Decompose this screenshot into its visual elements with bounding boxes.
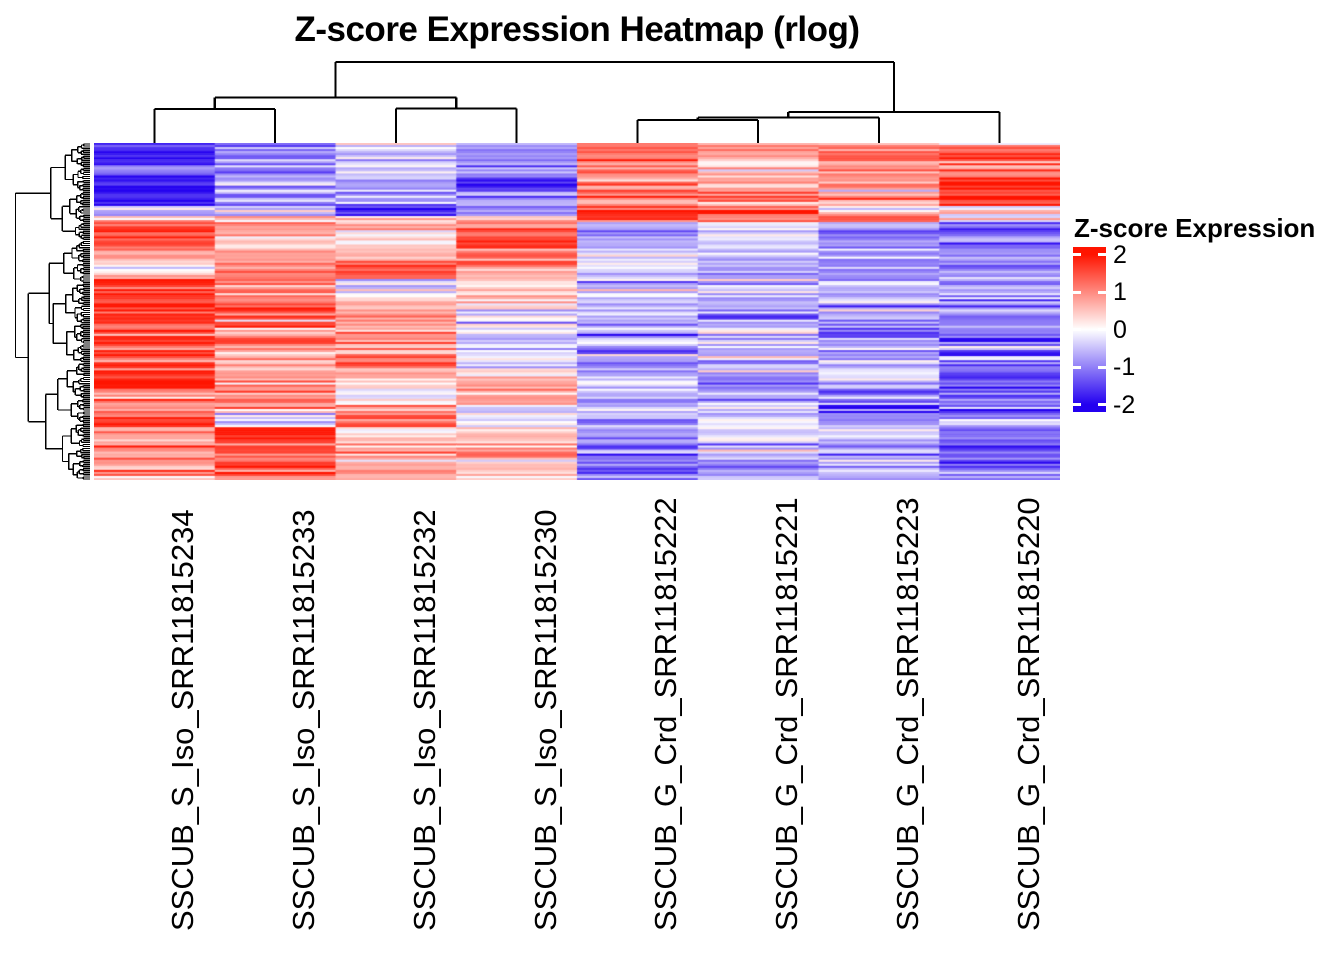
column-label: SSCUB_S_Iso_SRR11815233 xyxy=(286,509,322,931)
legend-tick-label: -2 xyxy=(1113,390,1136,419)
legend-tick-dash xyxy=(1073,328,1081,331)
legend-tick-dash xyxy=(1073,253,1081,256)
legend-tick-dash xyxy=(1097,328,1106,331)
legend-tick-dash xyxy=(1073,403,1081,406)
column-label: SSCUB_G_Crd_SRR11815223 xyxy=(889,497,925,931)
legend-tick-label: -1 xyxy=(1113,353,1136,381)
column-label: SSCUB_S_Iso_SRR11815230 xyxy=(527,509,563,931)
column-dendrogram xyxy=(153,60,1001,143)
column-label: SSCUB_S_Iso_SRR11815232 xyxy=(406,509,442,931)
chart-title: Z-score Expression Heatmap (rlog) xyxy=(294,10,860,49)
legend-title: Z-score Expression xyxy=(1074,213,1316,243)
legend-tick-dash xyxy=(1097,365,1106,369)
column-label: SSCUB_G_Crd_SRR11815221 xyxy=(769,497,805,931)
legend-tick-label: 2 xyxy=(1113,240,1127,269)
row-dendrogram xyxy=(14,143,90,480)
legend-tick-dash xyxy=(1097,290,1106,294)
column-label: SSCUB_G_Crd_SRR11815222 xyxy=(648,497,684,931)
legend-tick-dash xyxy=(1073,365,1081,369)
heatmap-canvas xyxy=(94,143,1060,480)
legend-tick-label: 0 xyxy=(1113,315,1127,344)
column-label: SSCUB_G_Crd_SRR11815220 xyxy=(1010,497,1046,931)
legend-tick-dash xyxy=(1097,403,1106,406)
legend-tick-dash xyxy=(1097,253,1106,256)
legend-tick-label: 1 xyxy=(1113,278,1127,306)
legend-tick-dash xyxy=(1073,290,1081,294)
column-label: SSCUB_S_Iso_SRR11815234 xyxy=(165,509,201,931)
